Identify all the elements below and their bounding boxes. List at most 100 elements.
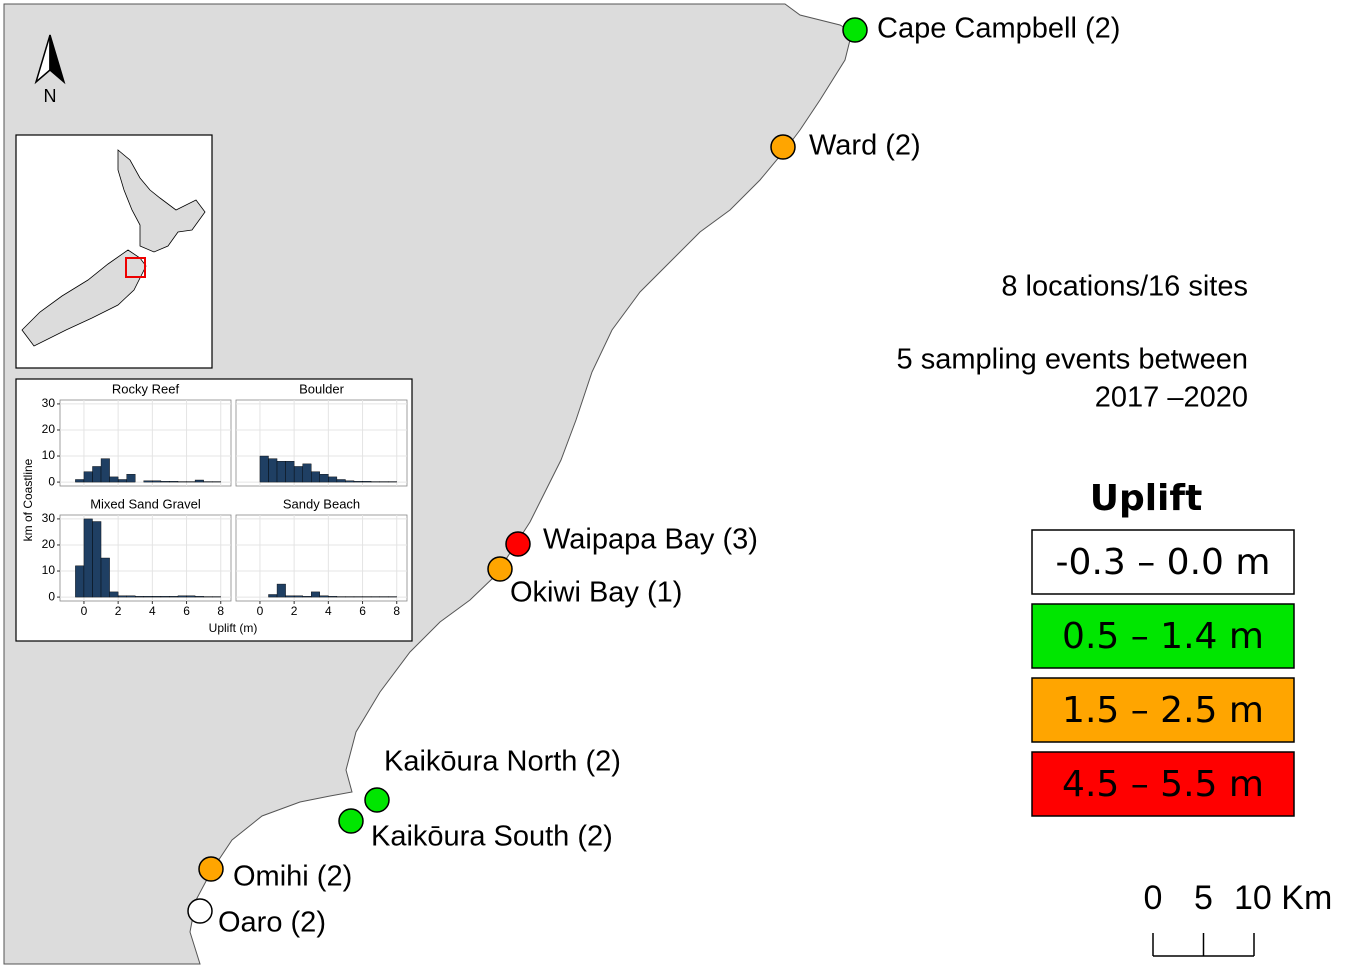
histogram-bar (370, 596, 380, 598)
x-tick-label: 4 (149, 604, 156, 618)
histogram-bar (211, 481, 221, 483)
histogram-bar (143, 596, 153, 598)
north-arrow: N (34, 34, 66, 106)
histogram-bar (302, 463, 312, 483)
site-marker (198, 856, 224, 882)
histogram-bar (177, 481, 187, 483)
histogram-bar (353, 596, 363, 598)
histogram-bar (160, 596, 170, 598)
panel-title: Mixed Sand Gravel (90, 496, 201, 511)
x-tick-label: 0 (81, 604, 88, 618)
site-label: Oaro (2) (218, 907, 326, 939)
panel-strip (236, 497, 407, 515)
site-marker (187, 898, 213, 924)
histogram-bar (387, 481, 397, 483)
site-label: Ward (2) (809, 130, 921, 162)
y-tick-label: 10 (42, 563, 56, 577)
x-tick-label: 8 (217, 604, 224, 618)
site-marker (770, 134, 796, 160)
site-label: Waipapa Bay (3) (543, 524, 758, 556)
histogram-bar (268, 458, 278, 483)
site-label: Omihi (2) (233, 861, 352, 893)
note: 2017 –2020 (1095, 382, 1248, 414)
histogram-bar (100, 557, 110, 598)
legend-swatch (1031, 751, 1295, 817)
histogram-bar (117, 595, 127, 598)
histogram-bar (387, 596, 397, 598)
panel-strip (236, 382, 407, 400)
histogram-bar (336, 596, 346, 598)
panel-title: Sandy Beach (283, 496, 360, 511)
legend-title: Uplift (1090, 478, 1203, 519)
histogram-bar (319, 595, 329, 598)
scale-label: 10 Km (1234, 879, 1332, 917)
histogram-inset: Uplift (m) km of Coastline Rocky Reef 0 10… (15, 378, 413, 642)
histogram-bar (126, 474, 136, 483)
histogram-bar (177, 595, 187, 598)
panel-strip (60, 497, 231, 515)
histogram-bar (186, 481, 196, 483)
site-label: Kaikōura South (2) (371, 821, 613, 853)
legend-label: -0.3 – 0.0 m (1056, 542, 1271, 583)
histogram-bar (160, 481, 170, 483)
note: 8 locations/16 sites (1001, 271, 1248, 303)
histogram-bar (186, 595, 196, 598)
histogram-bar (83, 518, 93, 598)
histogram-bar (75, 479, 85, 483)
site-marker (364, 787, 390, 813)
histogram-bar (345, 480, 355, 483)
histogram-bar (276, 583, 286, 598)
histogram-bar (370, 481, 380, 483)
legend-label: 0.5 – 1.4 m (1062, 616, 1264, 657)
histogram-bar (194, 596, 204, 598)
histogram-bar (285, 595, 295, 598)
x-tick-label: 2 (115, 604, 122, 618)
histogram-bar (379, 596, 389, 598)
x-tick-label: 8 (393, 604, 400, 618)
histogram-bar (362, 596, 372, 598)
histogram-bar (276, 461, 286, 483)
histogram-bar (319, 474, 329, 483)
panel-title: Boulder (299, 381, 344, 396)
histogram-bar (211, 596, 221, 598)
histogram-bar (293, 466, 303, 483)
x-tick-label: 4 (325, 604, 332, 618)
histogram-bar (194, 479, 204, 483)
histogram-bar (353, 481, 363, 483)
legend-swatch (1031, 529, 1295, 595)
histogram-bar (152, 596, 162, 598)
scale-label: 0 (1144, 879, 1163, 917)
site-label: Cape Campbell (2) (877, 13, 1120, 45)
panel-title: Rocky Reef (112, 381, 180, 396)
x-tick-label: 6 (359, 604, 366, 618)
histogram-bar (100, 458, 110, 483)
y-axis-label: km of Coastline (21, 458, 35, 541)
histogram-bar (152, 480, 162, 483)
histogram-bar (75, 565, 85, 598)
site-label: Kaikōura North (2) (384, 746, 621, 778)
site-label: Okiwi Bay (1) (510, 577, 682, 609)
histogram-bar (345, 596, 355, 598)
histogram-bar (109, 476, 119, 483)
y-tick-label: 0 (48, 474, 55, 488)
site-marker (487, 556, 513, 582)
histogram-bar (268, 594, 278, 598)
histogram-bar (293, 595, 303, 598)
histogram-bar (135, 596, 144, 598)
histogram-bar (126, 595, 136, 598)
histogram-bar (143, 480, 153, 483)
legend-label: 1.5 – 2.5 m (1062, 690, 1264, 731)
panel-strip (60, 382, 231, 400)
y-tick-label: 20 (42, 537, 56, 551)
histogram-bar (285, 461, 295, 483)
x-axis-label: Uplift (m) (209, 621, 258, 635)
panel (235, 514, 408, 602)
y-tick-label: 30 (42, 396, 56, 410)
y-tick-label: 10 (42, 448, 56, 462)
legend-label: 4.5 – 5.5 m (1062, 764, 1264, 805)
scale-label: 5 (1194, 879, 1213, 917)
histogram-bar (117, 479, 127, 483)
legend-swatch (1031, 677, 1295, 743)
locator-map (15, 134, 213, 369)
